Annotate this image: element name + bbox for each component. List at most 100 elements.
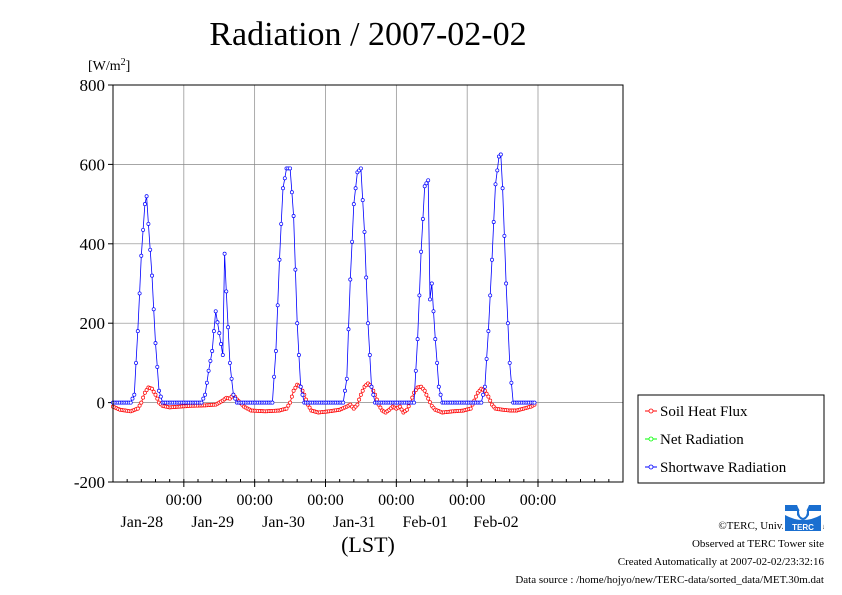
x-tick-date-label: Feb-02: [473, 514, 518, 531]
x-tick-time-label: 00:00: [378, 492, 414, 509]
y-tick-label: 200: [80, 314, 106, 333]
data-point: [350, 239, 355, 244]
logo-lettering: TERC: [792, 523, 814, 532]
data-point: [468, 406, 473, 411]
data-point: [488, 398, 493, 403]
data-point: [486, 394, 491, 399]
data-point: [397, 404, 402, 409]
data-point: [360, 198, 365, 203]
data-point: [484, 391, 489, 396]
data-point: [153, 392, 158, 397]
data-point: [137, 403, 142, 408]
data-point: [220, 353, 225, 357]
data-point: [509, 380, 514, 385]
data-point: [151, 389, 156, 394]
data-point: [490, 257, 494, 262]
data-point: [148, 247, 153, 252]
data-point: [419, 249, 424, 254]
data-point: [128, 400, 133, 405]
data-point: [484, 356, 489, 361]
x-tick-date-label: Feb-01: [403, 514, 448, 531]
plot-frame: [112, 84, 624, 483]
data-point: [204, 380, 209, 385]
data-point: [289, 190, 294, 195]
data-point: [488, 293, 493, 298]
data-point: [284, 406, 289, 411]
data-point: [286, 403, 291, 408]
data-point: [142, 202, 147, 207]
legend-swatch-marker: [648, 464, 654, 470]
series-layer: [111, 152, 537, 415]
data-point: [144, 388, 149, 393]
data-point: [378, 405, 383, 410]
data-point: [422, 184, 427, 189]
data-point: [493, 182, 498, 187]
data-point: [344, 376, 349, 381]
data-point: [213, 309, 218, 314]
data-point: [433, 337, 438, 342]
data-point: [139, 253, 144, 258]
data-point: [146, 221, 151, 226]
data-point: [504, 281, 509, 286]
data-point: [199, 400, 204, 405]
data-point: [399, 407, 404, 412]
terc-logo: TERC: [783, 503, 823, 537]
data-point: [348, 277, 353, 282]
data-point: [279, 221, 284, 226]
data-point: [293, 385, 298, 390]
data-point: [507, 360, 512, 365]
data-point: [151, 307, 156, 312]
data-point: [300, 392, 305, 397]
x-axis-label: (LST): [341, 532, 395, 557]
x-tick-time-label: 00:00: [236, 492, 272, 509]
x-tick-date-label: Jan-28: [121, 514, 164, 531]
data-point: [130, 396, 135, 401]
data-point: [226, 325, 231, 330]
data-point: [137, 291, 142, 296]
data-point: [150, 386, 154, 391]
data-point: [415, 337, 420, 342]
data-point: [222, 251, 227, 256]
legend: Soil Heat Flux Net Radiation Shortwave Rad…: [637, 394, 825, 484]
data-point: [366, 321, 370, 326]
series-line: [113, 153, 535, 403]
data-point: [291, 388, 296, 393]
data-point: [482, 384, 487, 389]
data-point: [201, 396, 206, 401]
data-source-path: Data source : /home/hojyo/new/TERC-data/…: [515, 574, 824, 586]
y-tick-label: 600: [80, 155, 106, 174]
data-point: [367, 353, 372, 357]
data-point: [435, 360, 440, 365]
data-point: [275, 303, 280, 308]
data-point: [358, 166, 363, 171]
data-point: [142, 390, 147, 395]
data-point: [360, 388, 365, 393]
data-point: [135, 329, 140, 334]
data-point: [343, 388, 347, 393]
data-point: [141, 227, 146, 232]
data-point: [307, 405, 312, 410]
data-point: [426, 178, 431, 183]
data-point: [158, 394, 163, 399]
y-tick-label: -200: [74, 473, 105, 492]
data-point: [288, 166, 293, 171]
data-point: [357, 397, 362, 402]
data-point: [420, 217, 425, 221]
data-point: [141, 395, 146, 400]
data-point: [431, 309, 436, 314]
x-tick-time-label: 00:00: [166, 492, 202, 509]
data-point: [281, 186, 285, 191]
data-point: [139, 400, 144, 405]
data-point: [351, 202, 356, 207]
data-point: [424, 181, 429, 186]
gridlines: [113, 85, 623, 482]
data-point: [295, 321, 300, 326]
data-point: [428, 400, 432, 405]
y-axis-ticks: -200 0 200 400 600 800: [74, 76, 113, 492]
data-point: [500, 186, 505, 191]
data-point: [229, 376, 234, 381]
data-point: [231, 392, 236, 397]
data-point: [208, 358, 213, 363]
data-point: [288, 400, 293, 405]
y-tick-label: 0: [97, 394, 106, 413]
